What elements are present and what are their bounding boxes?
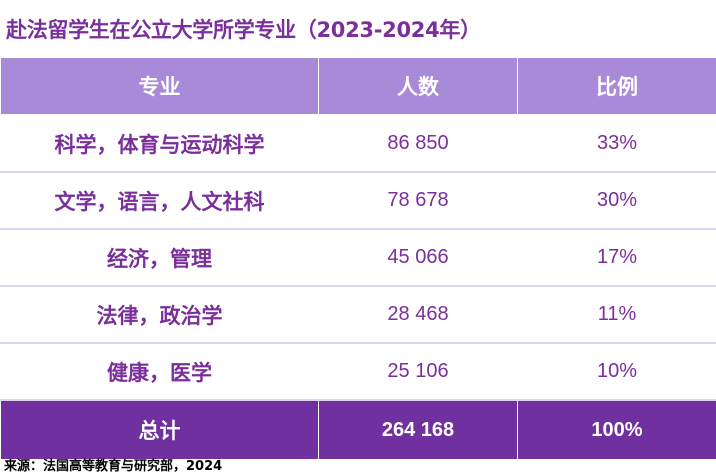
major-cell: 文学，语言，人文社科 [0,172,319,230]
page-title: 赴法留学生在公立大学所学专业（2023-2024年） [6,18,481,42]
table-row: 法律，政治学 28 468 11% [0,286,716,344]
ratio-cell: 30% [517,172,716,230]
ratio-cell: 33% [517,115,716,173]
major-cell: 法律，政治学 [0,286,319,344]
ratio-cell: 17% [517,229,716,287]
source-note: 来源：法国高等教育与研究部，2024 [4,459,223,474]
count-cell: 78 678 [318,172,518,230]
header-count: 人数 [318,58,518,116]
total-row: 总计 264 168 100% [0,400,716,459]
total-count: 264 168 [318,400,518,459]
majors-table: 专业 人数 比例 科学，体育与运动科学 86 850 33% 文学，语言，人文社… [0,58,716,459]
table-row: 文学，语言，人文社科 78 678 30% [0,172,716,230]
table-row: 经济，管理 45 066 17% [0,229,716,287]
major-cell: 科学，体育与运动科学 [0,115,319,173]
table-row: 健康，医学 25 106 10% [0,343,716,401]
ratio-cell: 11% [517,286,716,344]
major-cell: 经济，管理 [0,229,319,287]
total-ratio: 100% [517,400,716,459]
ratio-cell: 10% [517,343,716,401]
count-cell: 45 066 [318,229,518,287]
table-row: 科学，体育与运动科学 86 850 33% [0,115,716,173]
total-label: 总计 [0,400,319,459]
count-cell: 25 106 [318,343,518,401]
count-cell: 86 850 [318,115,518,173]
table-header-row: 专业 人数 比例 [0,58,716,116]
header-major: 专业 [0,58,319,116]
count-cell: 28 468 [318,286,518,344]
major-cell: 健康，医学 [0,343,319,401]
header-ratio: 比例 [517,58,716,116]
